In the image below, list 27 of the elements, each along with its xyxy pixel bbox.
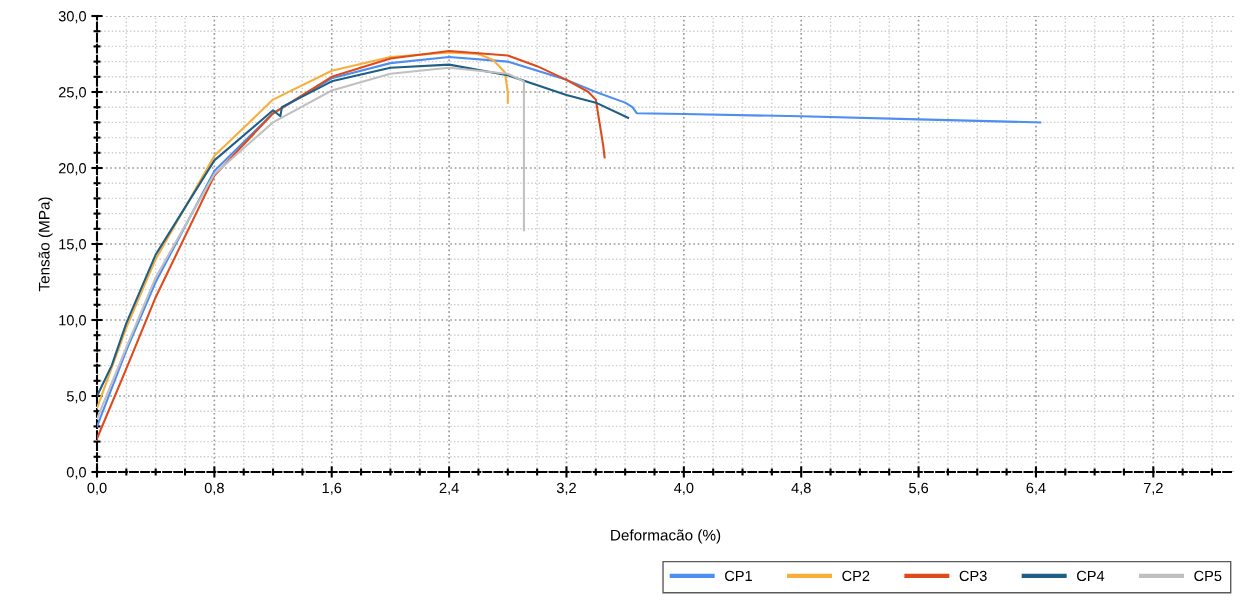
x-tick-label: 5,6 [909, 482, 929, 495]
x-tick-label: 0,0 [87, 482, 107, 495]
y-tick-label: 5,0 [66, 391, 87, 404]
y-tick-label: 25,0 [58, 87, 87, 100]
x-tick-label: 1,6 [322, 482, 342, 495]
x-axis-title: Deformacão (%) [611, 529, 721, 544]
x-tick-label: 6,4 [1026, 482, 1046, 495]
x-tick-label: 0,8 [204, 482, 224, 495]
line-series [97, 56, 1042, 428]
line-series [97, 49, 606, 440]
legend-label: CP5 [1194, 570, 1222, 582]
y-tick-label: 10,0 [59, 315, 87, 328]
x-tick-label: 4,8 [791, 482, 811, 495]
x-tick-label: 3,2 [556, 482, 576, 495]
x-tick-label: 4,0 [674, 482, 694, 495]
y-tick-label: 0,0 [66, 467, 87, 480]
legend-label: CP4 [1077, 570, 1105, 582]
x-tick-label: 2,4 [439, 482, 459, 495]
legend-label: CP1 [725, 570, 752, 582]
y-axis-title: Tensão (MPa) [38, 197, 53, 292]
line-series [97, 63, 630, 398]
x-tick-label: 7,2 [1143, 482, 1163, 495]
y-tick-label: 20,0 [58, 163, 87, 176]
y-tick-label: 15,0 [59, 239, 87, 252]
legend-label: CP2 [842, 570, 870, 582]
y-tick-label: 30,0 [58, 11, 87, 24]
legend-label: CP3 [959, 570, 987, 582]
